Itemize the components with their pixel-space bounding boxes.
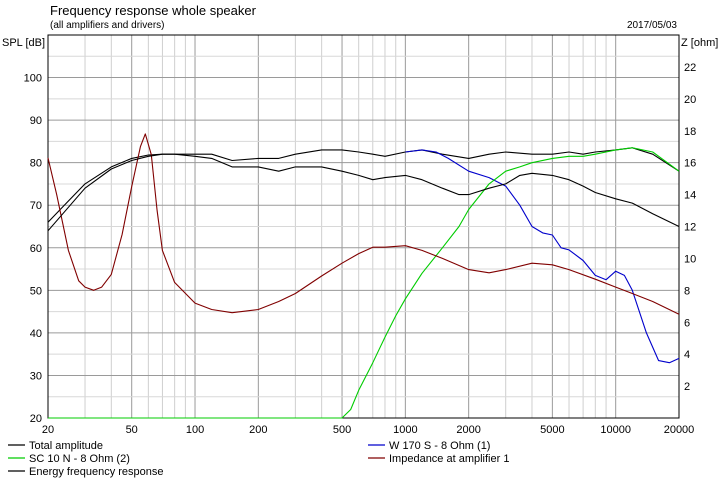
y2-tick-label-2: 6 — [684, 317, 690, 329]
x-tick-label-6: 2000 — [456, 424, 480, 436]
y-tick-label-3: 50 — [30, 285, 42, 297]
legend-label-2: SC 10 N - 8 Ohm (2) — [29, 453, 130, 465]
y-tick-label-8: 100 — [24, 73, 42, 85]
series-line-0 — [47, 147, 680, 223]
x-tick-label-1: 50 — [126, 424, 138, 436]
x-tick-label-7: 5000 — [540, 424, 564, 436]
legend-label-3: Impedance at amplifier 1 — [389, 453, 509, 465]
x-tick-label-3: 200 — [249, 424, 267, 436]
y-tick-label-1: 30 — [30, 370, 42, 382]
y2-tick-label-8: 18 — [684, 126, 696, 138]
y-tick-label-7: 90 — [30, 115, 42, 127]
series-line-4 — [47, 153, 680, 232]
y2-axis-label: Z [ohm] — [681, 37, 718, 49]
chart-date: 2017/05/03 — [627, 20, 677, 31]
series-line-3 — [47, 133, 680, 315]
y-tick-label-4: 60 — [30, 243, 42, 255]
tick-labels: 20 50 100 200 500 1000 2000 5000 10000 20000 20 30 4… — [24, 62, 697, 436]
y2-tick-label-9: 20 — [684, 94, 696, 106]
legend-label-4: Energy frequency response — [29, 466, 164, 478]
y2-tick-label-3: 8 — [684, 285, 690, 297]
y2-tick-label-7: 16 — [684, 158, 696, 170]
x-tick-label-8: 10000 — [600, 424, 631, 436]
y-tick-label-2: 40 — [30, 328, 42, 340]
series-line-1 — [405, 149, 680, 364]
x-tick-label-5: 1000 — [393, 424, 417, 436]
chart-title: Frequency response whole speaker — [50, 3, 257, 18]
legend-label-1: W 170 S - 8 Ohm (1) — [389, 440, 490, 452]
y2-tick-label-4: 10 — [684, 253, 696, 265]
y-tick-label-0: 20 — [30, 413, 42, 425]
y-tick-label-5: 70 — [30, 200, 42, 212]
y2-tick-label-1: 4 — [684, 349, 690, 361]
y2-tick-label-10: 22 — [684, 62, 696, 74]
y-tick-label-6: 80 — [30, 158, 42, 170]
legend-label-0: Total amplitude — [29, 440, 103, 452]
series-group — [47, 133, 680, 419]
x-tick-label-4: 500 — [333, 424, 351, 436]
y-axis-label: SPL [dB] — [2, 37, 45, 49]
x-tick-label-0: 20 — [42, 424, 54, 436]
y2-tick-label-5: 12 — [684, 222, 696, 234]
y2-tick-label-0: 2 — [684, 381, 690, 393]
grid — [48, 35, 679, 419]
x-tick-label-2: 100 — [186, 424, 204, 436]
y2-tick-label-6: 14 — [684, 190, 696, 202]
x-tick-label-9: 20000 — [664, 424, 695, 436]
series-line-2 — [48, 147, 680, 419]
chart-subtitle: (all amplifiers and drivers) — [50, 20, 164, 31]
